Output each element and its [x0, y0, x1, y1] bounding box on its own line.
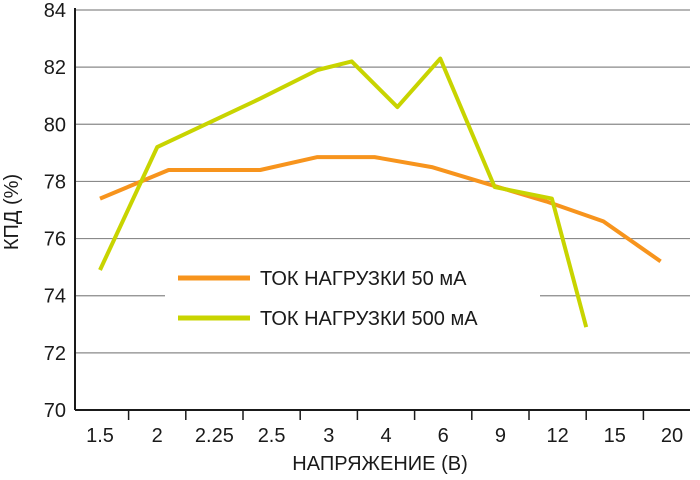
series-line-0: [99, 155, 662, 264]
x-tick-label: 12: [546, 425, 568, 447]
y-axis-label: КПД (%): [1, 174, 23, 250]
series-line-1: [98, 56, 589, 328]
x-tick-label: 20: [661, 425, 683, 447]
x-axis-label: НАПРЯЖЕНИЕ (В): [292, 453, 467, 475]
x-tick-label: 4: [380, 425, 391, 447]
y-tick-label: 70: [44, 400, 66, 422]
axes: [74, 8, 690, 420]
y-tick-label: 78: [44, 171, 66, 193]
legend: ТОК НАГРУЗКИ 50 мА ТОК НАГРУЗКИ 500 мА: [165, 262, 540, 334]
y-tick-label: 74: [44, 286, 66, 308]
legend-label-50ma: ТОК НАГРУЗКИ 50 мА: [260, 268, 467, 290]
x-axis-label-main: НАПРЯЖЕНИЕ: [292, 453, 435, 475]
x-tick-label: 2.5: [258, 425, 286, 447]
y-tick-label: 76: [44, 229, 66, 251]
x-tick-label: 2: [152, 425, 163, 447]
x-axis-label-unit: (В): [436, 453, 468, 475]
y-tick-label: 80: [44, 114, 66, 136]
y-axis-label-unit: (%): [1, 174, 23, 211]
data-series: [98, 56, 662, 328]
legend-background: [165, 262, 540, 334]
legend-label-500ma: ТОК НАГРУЗКИ 500 мА: [260, 308, 478, 330]
x-tick-labels: 1.5 2 2.25 2.5 3 4 6 9 12 15 20: [86, 425, 683, 447]
x-tick-label: 3: [323, 425, 334, 447]
x-tick-label: 15: [604, 425, 626, 447]
y-axis-label-main: КПД: [1, 210, 23, 250]
y-tick-labels: 70 72 74 76 78 80 82 84: [44, 0, 66, 422]
x-tick-label: 2.25: [195, 425, 234, 447]
y-tick-label: 82: [44, 57, 66, 79]
x-tick-label: 9: [495, 425, 506, 447]
y-tick-label: 84: [44, 0, 66, 22]
x-tick-label: 1.5: [86, 425, 114, 447]
x-tick-label: 6: [438, 425, 449, 447]
y-tick-label: 72: [44, 343, 66, 365]
